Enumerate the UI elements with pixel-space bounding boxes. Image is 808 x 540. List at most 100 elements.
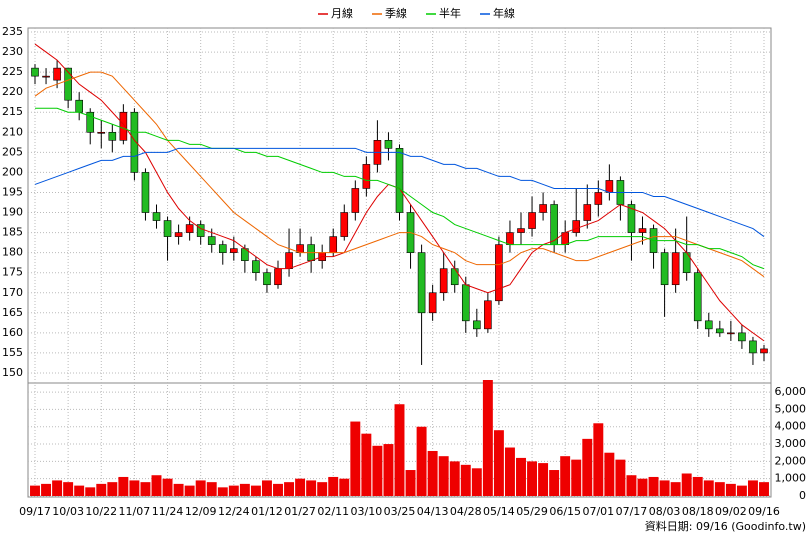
x-tick-label: 08/18 xyxy=(682,505,714,518)
y-tick-label: 190 xyxy=(2,206,23,219)
candle-body xyxy=(141,172,150,213)
volume-bar xyxy=(30,485,40,496)
volume-bar xyxy=(747,480,758,496)
volume-bar xyxy=(460,464,471,496)
volume-bar xyxy=(648,476,659,496)
legend-label: 半年 xyxy=(439,6,461,20)
candle-body xyxy=(572,220,581,233)
volume-bar xyxy=(361,433,372,496)
legend-label: 月線 xyxy=(331,6,353,20)
candle-body xyxy=(693,272,702,322)
y-tick-label: 235 xyxy=(2,25,23,38)
volume-bar xyxy=(725,483,736,496)
x-tick-label: 03/25 xyxy=(384,505,416,518)
volume-bar xyxy=(527,461,538,496)
candle-body xyxy=(185,224,194,233)
y-tick-label: 175 xyxy=(2,266,23,279)
x-tick-label: 03/10 xyxy=(351,505,383,518)
x-tick-label: 06/15 xyxy=(549,505,581,518)
candle-body xyxy=(42,75,50,78)
candle-body xyxy=(163,220,172,237)
candle-body xyxy=(351,188,360,213)
volume-tick-label: 3,000 xyxy=(775,437,807,450)
volume-bar xyxy=(549,470,560,496)
candle-body xyxy=(450,268,459,286)
x-tick-label: 09/02 xyxy=(715,505,747,518)
volume-bar xyxy=(228,485,239,496)
volume-bar xyxy=(339,478,350,496)
volume-bar xyxy=(560,456,571,496)
x-tick-label: 08/03 xyxy=(649,505,681,518)
volume-bar xyxy=(471,468,482,496)
candle-body xyxy=(174,232,183,237)
volume-bar xyxy=(681,473,692,496)
volume-bar xyxy=(140,482,151,496)
candle-body xyxy=(671,252,680,286)
volume-bar xyxy=(96,483,107,496)
candle-body xyxy=(218,244,227,253)
candle-body xyxy=(53,67,61,81)
candle-body xyxy=(539,204,547,213)
volume-bar xyxy=(284,482,295,496)
x-tick-label: 04/28 xyxy=(450,505,482,518)
x-tick-label: 01/12 xyxy=(251,505,283,518)
volume-bar xyxy=(670,482,681,496)
candle-body xyxy=(263,272,271,286)
volume-bar xyxy=(63,482,74,496)
volume-tick-label: 0 xyxy=(799,489,806,502)
x-tick-label: 02/11 xyxy=(317,505,349,518)
volume-bar xyxy=(239,483,250,496)
x-tick-label: 07/01 xyxy=(582,505,614,518)
volume-bar xyxy=(107,482,118,496)
volume-bar xyxy=(118,476,129,496)
volume-bar xyxy=(217,487,228,496)
ma-line xyxy=(34,147,765,237)
volume-bar xyxy=(582,438,593,496)
candle-body xyxy=(638,228,647,233)
candle-body xyxy=(274,268,282,286)
y-tick-label: 155 xyxy=(2,346,23,359)
candle-body xyxy=(517,228,525,233)
volume-tick-label: 1,000 xyxy=(775,472,807,485)
candle-body xyxy=(252,260,260,273)
volume-bar xyxy=(427,450,438,496)
volume-bar xyxy=(151,475,162,496)
candle-body xyxy=(605,180,614,193)
candle-body xyxy=(395,148,404,213)
volume-bar xyxy=(759,482,769,496)
x-tick-label: 01/27 xyxy=(284,505,316,518)
volume-bar xyxy=(250,485,261,496)
candle-body xyxy=(716,328,724,334)
x-tick-label: 12/09 xyxy=(185,505,217,518)
candle-body xyxy=(108,131,117,141)
candle-body xyxy=(528,212,536,229)
volume-bar xyxy=(637,478,648,496)
volume-bar xyxy=(350,421,361,496)
volume-bar xyxy=(52,480,63,496)
volume-bar xyxy=(714,482,725,496)
volume-bar xyxy=(328,476,339,496)
x-tick-label: 05/14 xyxy=(483,505,515,518)
y-tick-label: 225 xyxy=(2,65,23,78)
x-tick-label: 07/17 xyxy=(616,505,648,518)
candle-body xyxy=(97,131,106,134)
volume-bar xyxy=(129,480,140,496)
y-tick-label: 150 xyxy=(2,366,23,379)
volume-bar xyxy=(604,452,615,496)
candle-body xyxy=(760,348,768,354)
volume-bar xyxy=(74,485,85,496)
candle-body xyxy=(704,320,713,330)
volume-bar xyxy=(394,404,405,496)
volume-bar xyxy=(317,482,328,496)
candle-body xyxy=(660,252,669,286)
x-tick-label: 09/17 xyxy=(19,505,51,518)
x-tick-label: 04/13 xyxy=(417,505,449,518)
volume-bar xyxy=(615,459,626,496)
candle-body xyxy=(119,111,128,141)
volume-bar xyxy=(703,480,714,496)
y-tick-label: 210 xyxy=(2,125,23,138)
candle-body xyxy=(86,111,95,133)
candle-body xyxy=(484,300,492,330)
volume-bar xyxy=(692,476,703,496)
candle-body xyxy=(749,340,757,354)
